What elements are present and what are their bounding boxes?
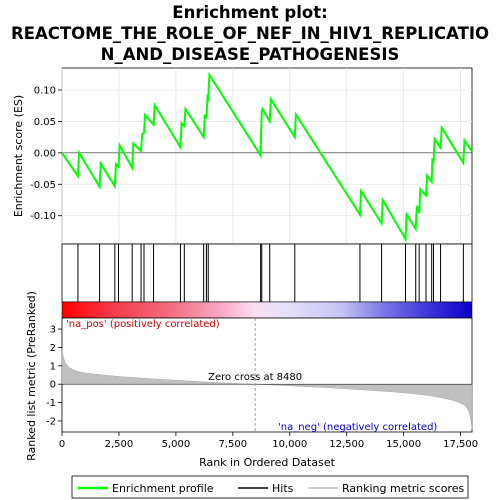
rank-color-bar: [62, 302, 472, 318]
x-tick-label: 12,500: [329, 439, 364, 450]
metric-y-tick-label: 2: [50, 343, 56, 354]
x-axis-label: Rank in Ordered Dataset: [199, 456, 336, 469]
metric-y-axis: -2 -1 0 1 2 3: [46, 325, 62, 428]
legend-metric-label: Ranking metric scores: [342, 482, 464, 495]
metric-y-tick-label: 0: [50, 380, 56, 391]
x-tick-label: 17,500: [443, 439, 478, 450]
es-y-axis: -0.10 -0.05 0.00 0.05 0.10: [30, 86, 62, 223]
x-tick-label: 10,000: [272, 439, 307, 450]
legend-hits-label: Hits: [272, 482, 294, 495]
es-y-tick-label: -0.10: [30, 211, 56, 222]
es-y-tick-label: 0.05: [34, 117, 56, 128]
chart-title-line-2: REACTOME_THE_ROLE_OF_NEF_IN_HIV1_REPLICA…: [11, 24, 489, 43]
chart-title-line-3: N_AND_DISEASE_PATHOGENESIS: [101, 45, 400, 64]
hits-panel-frame: [62, 244, 472, 302]
x-tick-label: 15,000: [386, 439, 421, 450]
x-tick-label: 7,500: [219, 439, 248, 450]
metric-y-label: Ranked list metric (PreRanked): [25, 291, 38, 461]
metric-y-tick-label: 3: [50, 325, 56, 336]
x-tick-label: 2,500: [105, 439, 134, 450]
metric-y-tick-label: 1: [50, 361, 56, 372]
es-y-tick-label: 0.10: [34, 86, 56, 97]
zero-cross-label: Zero cross at 8480: [208, 372, 302, 383]
x-tick-label: 5,000: [162, 439, 191, 450]
es-y-tick-label: 0.00: [34, 148, 56, 159]
es-y-tick-label: -0.05: [30, 180, 56, 191]
x-tick-label: 0: [59, 439, 65, 450]
es-panel-frame: [62, 68, 472, 244]
chart-title-line-1: Enrichment plot:: [172, 3, 327, 22]
positive-correlation-label: 'na_pos' (positively correlated): [66, 319, 220, 330]
negative-correlation-label: 'na_neg' (negatively correlated): [278, 422, 437, 433]
metric-y-tick-label: -1: [46, 398, 56, 409]
metric-y-tick-label: -2: [46, 416, 56, 427]
es-y-label: Enrichment score (ES): [12, 95, 25, 217]
x-axis: 0 2,500 5,000 7,500 10,000 12,500 15,000 17,500: [59, 432, 478, 450]
legend-enrichment-label: Enrichment profile: [112, 482, 214, 495]
